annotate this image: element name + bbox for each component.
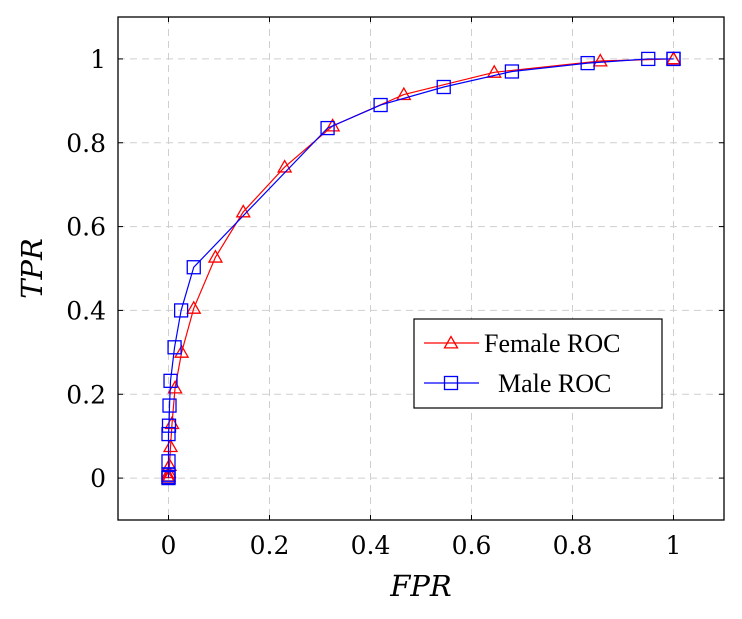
data-point	[373, 97, 388, 113]
data-point	[235, 204, 251, 218]
data-point	[665, 51, 682, 65]
data-point	[162, 438, 179, 453]
y-axis-label: TPR	[15, 238, 49, 299]
legend-label-male-roc: Male ROC	[498, 369, 611, 398]
data-point	[186, 260, 201, 275]
data-point	[325, 118, 341, 132]
data-point	[277, 159, 293, 173]
y-tick-label: 0.4	[66, 296, 106, 325]
data-point	[207, 249, 224, 263]
y-tick-label: 1	[90, 45, 106, 74]
legend: Female ROC Male ROC	[413, 318, 663, 409]
data-point	[174, 344, 190, 358]
x-tick-label: 0.8	[553, 531, 593, 560]
x-tick-label: 0.4	[351, 531, 391, 560]
y-tick-label: 0.8	[66, 129, 106, 158]
x-tick-label: 0.2	[250, 531, 290, 560]
y-tick-label: 0	[90, 464, 106, 493]
data-point	[592, 53, 608, 67]
series-square	[161, 51, 681, 486]
grid-lines	[118, 17, 724, 520]
data-point	[320, 120, 335, 136]
data-point	[436, 79, 451, 95]
legend-box	[413, 318, 663, 409]
x-tick-label: 0.6	[452, 531, 492, 560]
data-point	[161, 454, 176, 469]
data-point	[186, 300, 202, 314]
data-point	[161, 418, 177, 433]
data-point	[580, 55, 595, 71]
series-triangle	[160, 51, 682, 484]
data-point	[163, 373, 178, 388]
x-tick-label: 1	[666, 531, 682, 560]
legend-entry-female-roc: Female ROC	[424, 329, 621, 358]
y-tick-label: 0.6	[66, 213, 106, 242]
x-tick-label: 0	[161, 531, 177, 560]
series-line	[167, 58, 674, 479]
legend-marker	[443, 375, 459, 391]
x-axis-label: FPR	[389, 569, 451, 603]
plot-frame	[117, 16, 725, 521]
data-point	[504, 64, 520, 79]
axis-ticks	[118, 17, 724, 520]
data-point	[666, 51, 681, 67]
data-point	[486, 64, 502, 78]
data-point	[396, 86, 412, 101]
legend-marker-male-roc	[443, 375, 459, 391]
y-tick-label: 0.2	[66, 380, 106, 409]
data-point	[173, 303, 189, 318]
legend-label-female-roc: Female ROC	[484, 329, 621, 358]
series-layer	[160, 51, 682, 486]
legend-entry-male-roc: Male ROC	[424, 369, 611, 398]
tick-labels: 0 0.2 0.4 0.6 0.8 1 0 0.2 0.4 0.6 0.8 1	[66, 45, 681, 560]
legend-marker-female-roc	[443, 335, 459, 349]
series-line	[167, 58, 674, 479]
data-point	[162, 398, 177, 413]
data-point	[167, 340, 182, 355]
legend-marker	[443, 335, 459, 349]
data-point	[641, 51, 656, 67]
data-point	[161, 426, 176, 442]
